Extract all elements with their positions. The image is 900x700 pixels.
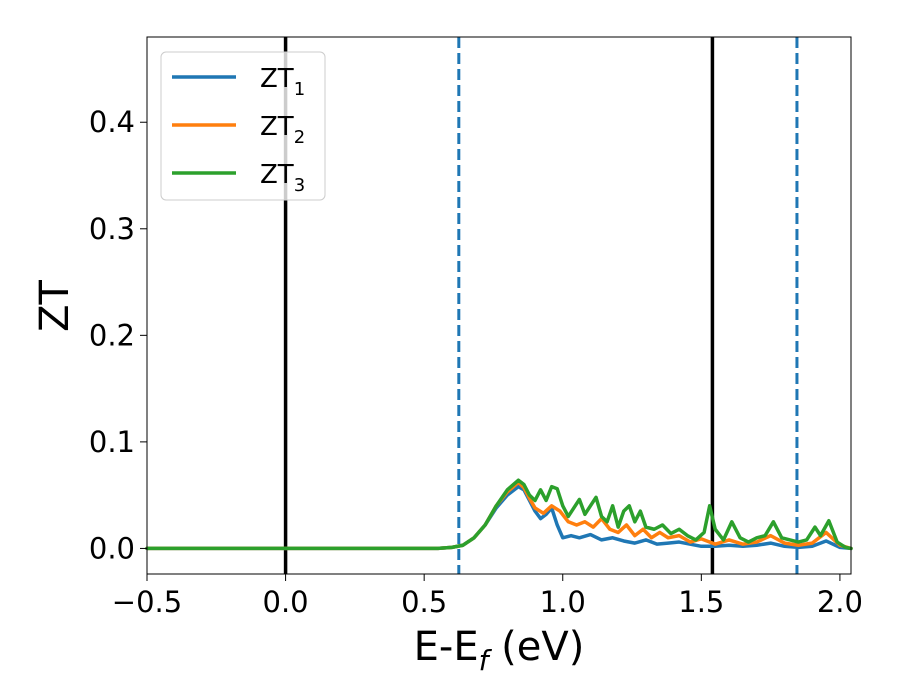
x-axis-title: E-Ef (eV) [414, 624, 585, 677]
y-axis-title: ZT [32, 280, 78, 332]
legend-label-zt3: ZT3 [260, 160, 305, 196]
series-line-zt1 [145, 484, 853, 551]
series-line-zt3 [145, 478, 853, 551]
x-axis-title-main: E-E [414, 624, 479, 670]
x-tick-label: 2.0 [817, 585, 863, 619]
legend-label-zt1: ZT1 [260, 64, 305, 100]
y-tick-label: 0.0 [89, 531, 135, 565]
y-tick-label: 0.2 [89, 318, 135, 352]
legend-box [160, 51, 326, 201]
x-tick-label: 0.5 [401, 585, 447, 619]
legend: ZT1 ZT2 ZT3 [160, 51, 326, 201]
y-tick-label: 0.4 [89, 105, 135, 139]
y-tick-label: 0.3 [89, 212, 135, 246]
x-axis-ticks: −0.5 0.0 0.5 1.0 1.5 2.0 [112, 574, 863, 619]
series-lines [145, 478, 853, 551]
x-tick-label: 0.0 [263, 585, 309, 619]
plot-border [146, 36, 852, 575]
x-tick-label: 1.5 [678, 585, 724, 619]
x-tick-label: 1.0 [540, 585, 586, 619]
y-axis-ticks: 0.0 0.1 0.2 0.3 0.4 [89, 105, 147, 565]
x-axis-title-unit: (eV) [488, 624, 584, 670]
legend-label-zt2: ZT2 [260, 112, 305, 148]
y-tick-label: 0.1 [89, 425, 135, 459]
x-tick-label: −0.5 [112, 585, 182, 619]
